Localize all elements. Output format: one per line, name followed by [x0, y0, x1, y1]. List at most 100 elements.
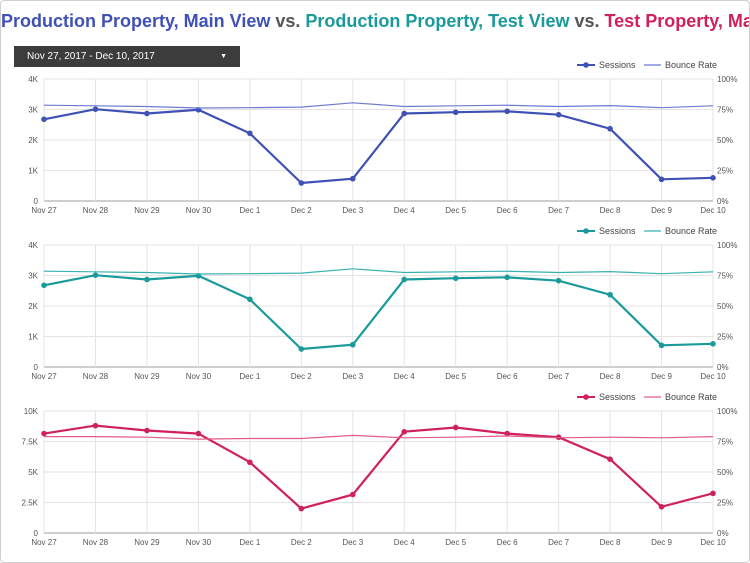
sessions-point [247, 296, 253, 303]
legend-sessions-label: Sessions [599, 226, 636, 236]
left-axis-tick-label: 5K [28, 468, 38, 477]
title-part-main-view: Production Property, Main View [1, 11, 271, 31]
x-axis-tick-label: Nov 30 [186, 538, 212, 547]
left-axis-tick-label: 2.5K [22, 499, 39, 508]
right-axis-tick-label: 100% [717, 241, 737, 250]
sessions-point [247, 130, 253, 137]
sessions-line [43, 108, 714, 185]
sessions-point [298, 346, 305, 352]
bounce-rate-line [43, 102, 714, 109]
sessions-point [658, 342, 665, 349]
left-axis-tick-label: 4K [28, 75, 38, 84]
left-axis-tick-label: 3K [28, 106, 38, 115]
left-axis-tick-label: 1K [28, 167, 38, 176]
x-axis-tick-label: Nov 27 [31, 206, 57, 215]
x-axis-tick-label: Dec 1 [239, 372, 260, 381]
legend-sessions-label: Sessions [599, 60, 636, 70]
right-axis-tick-label: 50% [717, 302, 733, 311]
sessions-point [555, 277, 562, 284]
sessions-point [504, 430, 510, 437]
x-axis-tick-label: Dec 3 [342, 538, 363, 547]
x-axis-tick-label: Dec 7 [548, 538, 569, 547]
right-axis-tick-label: 100% [717, 75, 737, 84]
sessions-point [658, 176, 665, 183]
right-axis-tick-label: 25% [717, 499, 733, 508]
x-axis-tick-label: Dec 5 [445, 206, 466, 215]
legend-sessions-marker [583, 394, 589, 400]
right-axis-tick-label: 75% [717, 438, 733, 447]
x-axis-tick-label: Dec 5 [445, 372, 466, 381]
sessions-point [401, 428, 408, 435]
x-axis-tick-label: Dec 7 [548, 206, 569, 215]
left-axis-tick-label: 10K [24, 407, 39, 416]
date-range-picker[interactable]: Nov 27, 2017 - Dec 10, 2017 ▼ [14, 46, 240, 67]
sessions-point [452, 275, 459, 282]
title-part-test-view: Production Property, Test View [305, 11, 570, 31]
x-axis-tick-label: Dec 5 [445, 538, 466, 547]
title-vs-2: vs. [569, 11, 605, 31]
sessions-point [349, 341, 356, 348]
x-axis-tick-label: Dec 1 [239, 538, 260, 547]
left-axis-tick-label: 7.5K [22, 438, 39, 447]
sessions-point [504, 274, 510, 281]
legend-sessions-marker [583, 228, 589, 234]
x-axis-tick-label: Nov 29 [134, 206, 160, 215]
x-axis-tick-label: Dec 10 [700, 538, 726, 547]
sessions-point [607, 291, 613, 298]
date-range-label: Nov 27, 2017 - Dec 10, 2017 [27, 51, 155, 62]
x-axis-tick-label: Dec 4 [394, 372, 415, 381]
sessions-point [658, 503, 665, 510]
x-axis-tick-label: Dec 7 [548, 372, 569, 381]
chart-test-property: 0 2.5K 5K 7.5K 10K 0% 25% 50% 75% 100% Nov 27 Nov 2… [22, 392, 738, 547]
x-axis-tick-label: Dec 2 [291, 372, 312, 381]
sessions-point [401, 110, 408, 117]
sessions-point [41, 282, 47, 289]
sessions-point [144, 110, 150, 117]
left-axis-tick-label: 3K [28, 272, 38, 281]
title-vs-1: vs. [270, 11, 306, 31]
left-axis-tick-label: 0 [34, 529, 39, 538]
sessions-point [452, 109, 459, 116]
x-axis-tick-label: Dec 9 [651, 538, 672, 547]
x-axis-tick-label: Nov 29 [134, 538, 160, 547]
right-axis-tick-label: 0% [717, 363, 729, 372]
x-axis-tick-label: Dec 9 [651, 206, 672, 215]
x-axis-tick-label: Nov 30 [186, 206, 212, 215]
title-part-test-property: Test Property, Main View [604, 11, 749, 31]
x-axis-tick-label: Nov 30 [186, 372, 212, 381]
x-axis-tick-label: Dec 10 [700, 372, 726, 381]
right-axis-tick-label: 75% [717, 272, 733, 281]
sessions-point [92, 106, 99, 112]
sessions-point [710, 341, 716, 347]
x-axis-tick-label: Dec 4 [394, 538, 415, 547]
sessions-point [349, 491, 356, 498]
sessions-line [43, 424, 714, 510]
sessions-point [195, 430, 202, 437]
bounce-rate-line [44, 434, 714, 440]
right-axis-tick-label: 50% [717, 468, 733, 477]
x-axis-tick-label: Dec 2 [291, 538, 312, 547]
sessions-point [41, 116, 47, 123]
x-axis-tick-label: Dec 6 [497, 206, 518, 215]
sessions-point [92, 422, 99, 429]
sessions-point [452, 424, 459, 431]
x-axis-tick-label: Dec 2 [291, 206, 312, 215]
sessions-point [504, 108, 510, 115]
legend-bounce-label: Bounce Rate [665, 60, 717, 70]
left-axis-tick-label: 1K [28, 333, 38, 342]
sessions-point [555, 111, 562, 118]
legend-sessions-marker [583, 62, 589, 68]
x-axis-tick-label: Dec 9 [651, 372, 672, 381]
x-axis-tick-label: Dec 10 [700, 206, 726, 215]
x-axis-tick-label: Nov 29 [134, 372, 160, 381]
sessions-point [92, 272, 99, 278]
right-axis-tick-label: 25% [717, 333, 733, 342]
sessions-point [41, 430, 47, 437]
right-axis-tick-label: 0% [717, 197, 729, 206]
x-axis-tick-label: Dec 3 [342, 372, 363, 381]
sessions-point [298, 180, 305, 186]
right-axis-tick-label: 100% [717, 407, 737, 416]
x-axis-tick-label: Nov 27 [31, 372, 57, 381]
report-title: Production Property, Main View vs. Produ… [1, 11, 749, 32]
